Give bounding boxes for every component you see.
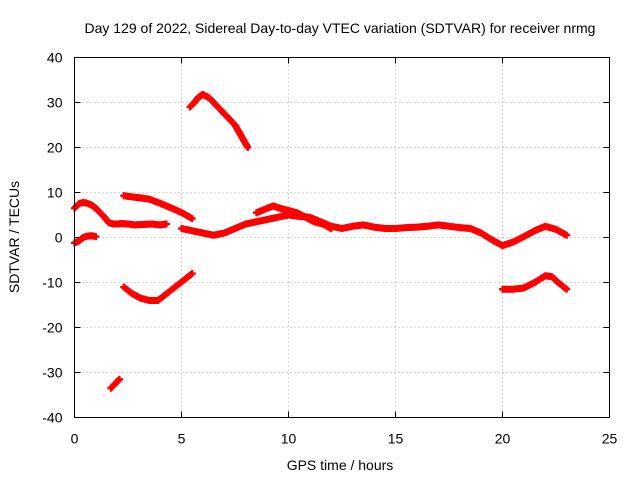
y-tick-label: 30 xyxy=(47,95,63,111)
axis-tick-labels: 0 5 10 15 20 25 -40 -30 -20 -10 0 10 20 30 40 xyxy=(42,50,617,447)
plot-frame xyxy=(74,57,610,418)
y-tick-label: 40 xyxy=(47,50,63,66)
data-point xyxy=(244,144,252,151)
data-point xyxy=(92,233,100,241)
grid xyxy=(74,57,610,418)
data-points xyxy=(71,90,571,392)
x-tick-label: 0 xyxy=(71,431,79,447)
y-tick-label: 10 xyxy=(47,185,63,201)
data-point xyxy=(327,225,335,232)
data-point xyxy=(115,375,123,383)
y-tick-label: 20 xyxy=(47,140,63,156)
series-arc-d xyxy=(120,192,196,223)
x-tick-label: 20 xyxy=(495,431,511,447)
y-tick-label: 0 xyxy=(55,230,63,246)
series-arc-j xyxy=(499,272,571,293)
data-point xyxy=(188,215,196,223)
series-arc-c xyxy=(107,375,123,392)
y-tick-label: -40 xyxy=(42,410,62,426)
chart-title: Day 129 of 2022, Sidereal Day-to-day VTE… xyxy=(85,20,596,36)
x-tick-label: 15 xyxy=(388,431,404,447)
data-point xyxy=(563,285,571,293)
series-arc-e xyxy=(120,270,196,304)
x-tick-label: 25 xyxy=(602,431,618,447)
data-point xyxy=(163,220,171,228)
y-tick-label: -20 xyxy=(42,320,62,336)
x-tick-label: 10 xyxy=(281,431,297,447)
y-tick-label: -30 xyxy=(42,365,62,381)
series-arc-f xyxy=(186,90,252,151)
series-arc-b xyxy=(71,232,100,247)
series-arc-i xyxy=(392,221,571,250)
y-tick-label: -10 xyxy=(42,275,62,291)
x-axis-label: GPS time / hours xyxy=(287,457,394,473)
data-point xyxy=(188,270,196,277)
data-point xyxy=(563,231,571,239)
series-arc-h xyxy=(252,202,335,232)
series-arc-g xyxy=(178,211,399,239)
y-axis-label: SDTVAR / TECUs xyxy=(6,181,22,293)
series-arc-a xyxy=(71,198,171,229)
x-tick-label: 5 xyxy=(178,431,186,447)
